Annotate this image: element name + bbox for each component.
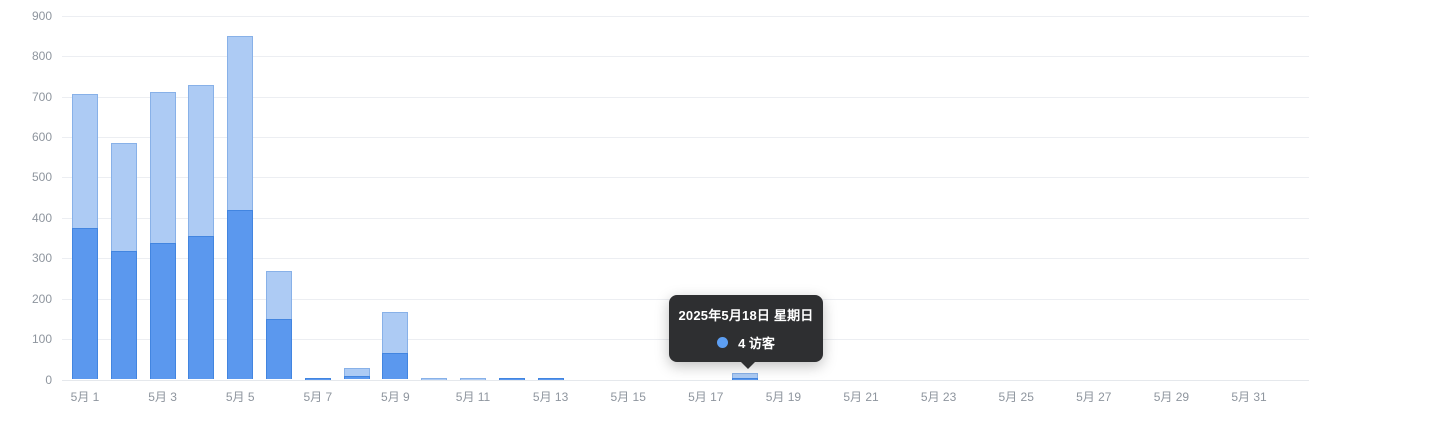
bar-visitors-day-7[interactable] [304, 377, 331, 380]
gridline [62, 258, 1309, 260]
bar-visitors-day-4[interactable] [188, 236, 215, 380]
gridline [62, 136, 1309, 138]
bar-light-day-11[interactable] [460, 377, 486, 380]
y-axis-tick-label: 300 [31, 251, 52, 266]
x-axis-tick-label: 5月 9 [381, 390, 410, 404]
y-axis-tick-label: 500 [31, 170, 52, 185]
x-axis-tick-label: 5月 5 [225, 390, 255, 404]
tooltip-value: 4 访客 [738, 336, 775, 351]
x-axis-tick-label: 5月 3 [148, 390, 177, 404]
bar-light-day-10[interactable] [421, 377, 448, 380]
bar-visitors-day-12[interactable] [498, 377, 525, 380]
y-axis-tick-label: 0 [45, 372, 52, 387]
y-axis-tick-label: 200 [31, 291, 52, 306]
series-dot-icon [717, 337, 729, 348]
bar-visitors-day-1[interactable] [72, 227, 98, 380]
y-axis-tick-label: 700 [31, 89, 52, 104]
gridline [62, 177, 1309, 179]
x-axis-tick-label: 5月 23 [920, 390, 957, 404]
x-axis-tick-label: 5月 27 [1076, 390, 1112, 404]
y-axis-tick-label: 100 [31, 332, 52, 347]
tooltip-date: 2025年5月18日 星期日 [678, 308, 814, 323]
x-axis-tick-label: 5月 19 [765, 390, 802, 404]
x-axis-tick-label: 5月 13 [532, 390, 569, 404]
x-axis-line [62, 379, 1309, 381]
y-axis-tick-label: 600 [31, 129, 52, 144]
gridline [62, 217, 1309, 219]
bar-light-day-18[interactable] [731, 373, 758, 380]
gridline [62, 96, 1309, 98]
y-axis-tick-label: 800 [31, 49, 52, 64]
bar-visitors-day-13[interactable] [537, 377, 564, 380]
gridline [62, 15, 1309, 17]
tooltip-series-row: 4 访客 [717, 333, 775, 352]
chart-tooltip: 2025年5月18日 星期日 4 访客 [669, 295, 823, 369]
bar-visitors-day-2[interactable] [110, 250, 137, 380]
x-axis-tick-label: 5月 15 [610, 390, 646, 404]
x-axis-tick-label: 5月 25 [998, 390, 1034, 404]
x-axis-tick-label: 5月 17 [688, 390, 724, 404]
bar-visitors-day-8[interactable] [343, 375, 370, 380]
x-axis-tick-label: 5月 21 [843, 390, 879, 404]
y-axis-tick-label: 400 [31, 210, 52, 225]
bar-visitors-day-18[interactable] [731, 377, 758, 380]
bar-visitors-day-3[interactable] [149, 242, 176, 380]
bar-light-day-8[interactable] [343, 367, 370, 380]
tooltip-arrow-icon [740, 361, 756, 369]
x-axis-tick-label: 5月 29 [1153, 390, 1190, 404]
x-axis-tick-label: 5月 7 [303, 390, 333, 404]
bar-visitors-day-5[interactable] [227, 209, 254, 380]
bar-visitors-day-6[interactable] [266, 319, 292, 380]
bar-visitors-day-9[interactable] [382, 352, 409, 380]
x-axis-tick-label: 5月 1 [70, 390, 100, 404]
x-axis-tick-label: 5月 11 [455, 390, 491, 404]
gridline [62, 56, 1309, 58]
y-axis-tick-label: 900 [31, 8, 52, 23]
x-axis-tick-label: 5月 31 [1231, 390, 1267, 404]
